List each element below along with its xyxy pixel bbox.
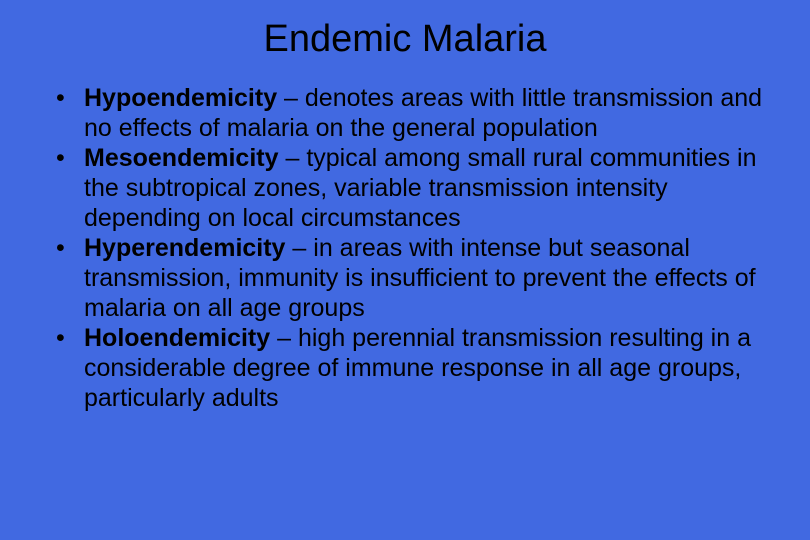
term: Hyperendemicity [84,234,285,262]
slide-title: Endemic Malaria [40,18,770,61]
term: Holoendemicity [84,324,270,352]
separator: – [279,144,307,172]
term: Hypoendemicity [84,84,277,112]
list-item: Mesoendemicity – typical among small rur… [56,143,770,233]
separator: – [277,84,305,112]
list-item: Hyperendemicity – in areas with intense … [56,233,770,323]
list-item: Holoendemicity – high perennial transmis… [56,323,770,413]
separator: – [270,324,298,352]
term: Mesoendemicity [84,144,279,172]
slide: Endemic Malaria Hypoendemicity – denotes… [0,0,810,540]
separator: – [285,234,313,262]
bullet-list: Hypoendemicity – denotes areas with litt… [40,83,770,413]
list-item: Hypoendemicity – denotes areas with litt… [56,83,770,143]
